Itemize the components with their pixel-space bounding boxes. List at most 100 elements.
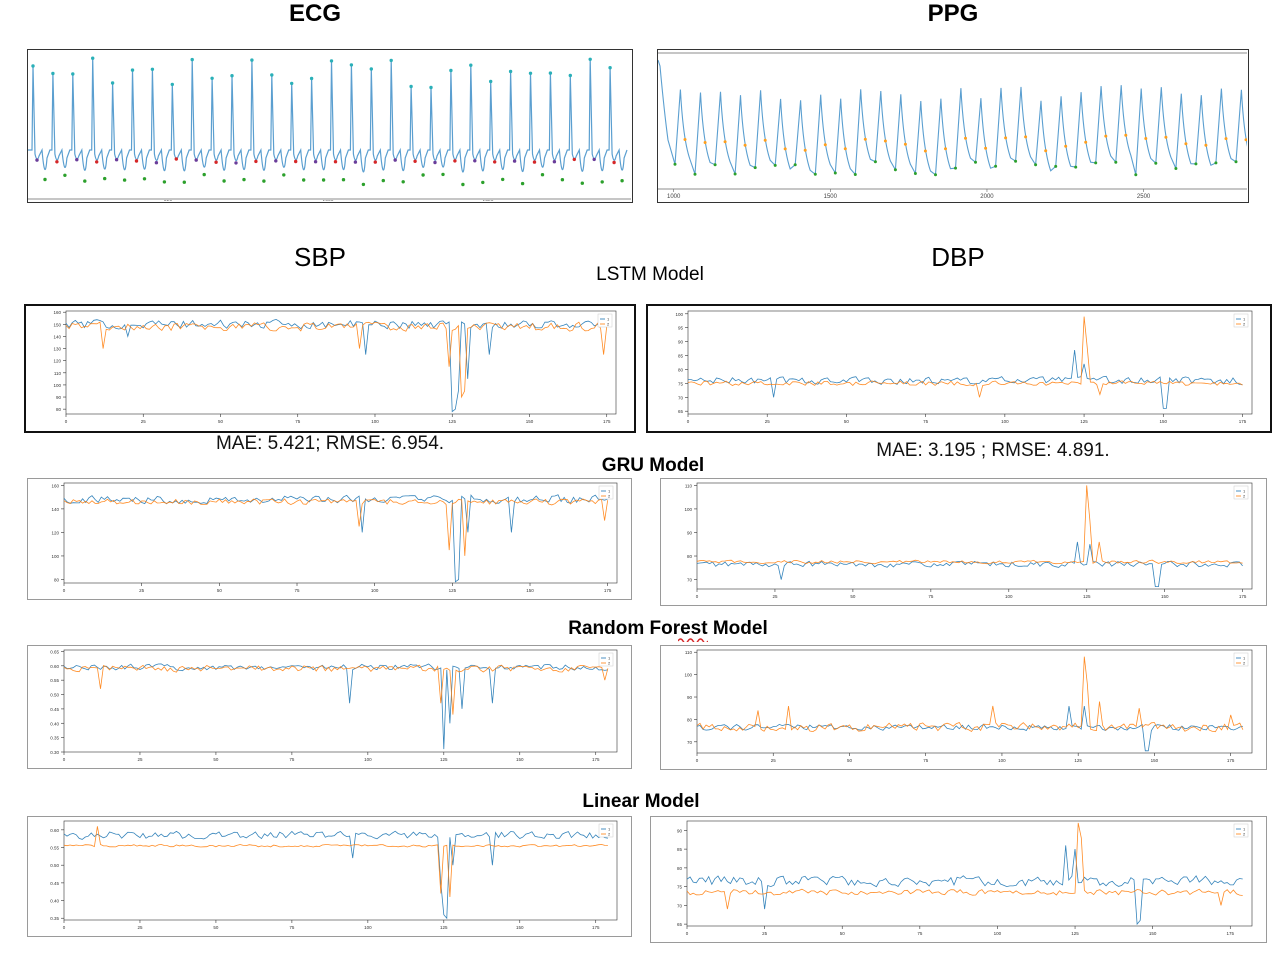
y-tick-label: 80 [687, 717, 693, 722]
y-tick-label: 65 [678, 409, 684, 414]
x-tick-label: 75 [923, 419, 929, 424]
ecg-marker [63, 173, 67, 177]
linear-sbp-chart: 0.35 0.40 0.45 0.50 0.55 0.60 0 25 50 75 100 125 150… [50, 820, 618, 930]
plot-frame [65, 310, 617, 415]
plot-frame [63, 649, 618, 753]
legend-box [598, 652, 614, 667]
ecg-marker [381, 178, 385, 183]
ecg-marker [393, 158, 397, 162]
ecg-marker [210, 76, 214, 80]
y-tick-label: 90 [687, 530, 693, 535]
legend-label: 2 [1243, 494, 1246, 499]
ppg-marker [1204, 143, 1208, 147]
ppg-marker [944, 147, 947, 151]
ppg-marker [833, 171, 837, 175]
x-tick-label: 0 [63, 925, 66, 930]
ppg-marker [1014, 159, 1018, 163]
ppg-marker [1214, 161, 1218, 165]
y-tick-label: 0.35 [50, 736, 59, 741]
plot-frame [687, 310, 1253, 415]
series-2-line [63, 664, 609, 715]
x-tick-label: 50 [847, 758, 853, 763]
ecg-marker [130, 68, 135, 72]
ecg-marker [389, 58, 393, 63]
series-1-line [688, 349, 1243, 409]
legend-box [597, 313, 613, 328]
ecg-marker [142, 177, 147, 181]
series-1-line [686, 845, 1243, 926]
ecg-marker [493, 160, 497, 164]
ecg-signal-line [28, 58, 628, 173]
gru-dbp-panel: 70 80 90 100 110 0 25 50 75 100 125 150 175 1 2 [660, 478, 1267, 606]
sbp-title: SBP [293, 242, 347, 272]
ppg-marker [934, 173, 937, 177]
gru-sbp-chart: 80 100 120 140 160 0 25 50 75 100 125 150 175 12 [51, 482, 618, 593]
ecg-marker [580, 181, 584, 185]
ppg-marker [873, 160, 877, 164]
y-tick-label: 120 [51, 530, 59, 535]
gru-sbp-panel: 80 100 120 140 160 0 25 50 75 100 125 150 175 1 2 [27, 478, 632, 600]
lstm-model-title: LSTM Model [596, 264, 704, 285]
legend-box [598, 823, 614, 838]
plot-frame [63, 820, 618, 921]
ppg-marker [923, 149, 927, 153]
ecg-marker [234, 161, 238, 165]
ecg-marker [608, 66, 612, 70]
ecg-marker [413, 159, 417, 163]
ecg-marker [489, 79, 493, 84]
ecg-marker [55, 160, 59, 164]
x-tick-label: 50 [840, 931, 846, 936]
x-tick-label: 0 [686, 931, 689, 936]
ecg-x-tick-label: 1000 [322, 200, 333, 201]
ppg-marker [903, 142, 907, 146]
x-tick-label: 100 [994, 931, 1002, 936]
y-tick-label: 100 [684, 673, 692, 678]
ecg-marker [449, 68, 453, 73]
x-tick-label: 150 [526, 588, 534, 593]
x-tick-label: 125 [1071, 931, 1079, 936]
x-tick-label: 50 [218, 419, 224, 424]
legend-box [1233, 823, 1249, 838]
ecg-marker [548, 71, 553, 75]
plot-frame [696, 649, 1253, 754]
ecg-marker [254, 159, 258, 164]
y-tick-label: 80 [54, 577, 60, 582]
rf-dbp-chart: 70 80 90 100 110 0 25 50 75 100 125 150 175 12 [684, 649, 1253, 763]
x-tick-label: 25 [762, 931, 768, 936]
ecg-marker [214, 160, 218, 164]
ecg-marker [528, 71, 533, 75]
x-tick-label: 25 [141, 419, 147, 424]
x-tick-label: 150 [1151, 758, 1159, 763]
series-1-line [65, 318, 607, 413]
x-tick-label: 0 [65, 419, 68, 424]
y-tick-label: 0.45 [50, 881, 59, 886]
ppg-marker [1024, 135, 1028, 139]
ecg-marker [540, 173, 545, 177]
x-tick-label: 125 [448, 419, 456, 424]
ecg-marker [95, 160, 99, 164]
ecg-x-tick-label: 1250 [482, 200, 493, 201]
ecg-marker [501, 177, 505, 182]
ecg-marker [270, 73, 274, 77]
y-tick-label: 160 [53, 310, 61, 315]
series-1-line [696, 705, 1243, 752]
x-tick-label: 125 [440, 925, 448, 930]
ecg-marker [433, 160, 437, 165]
ppg-marker [1114, 160, 1118, 164]
ecg-marker [441, 172, 445, 177]
x-tick-label: 175 [604, 588, 612, 593]
y-tick-label: 120 [53, 359, 61, 364]
series-2-line [65, 321, 608, 399]
y-tick-label: 90 [678, 340, 684, 345]
x-tick-label: 25 [137, 925, 143, 930]
ecg-marker [134, 159, 139, 163]
ecg-panel: 250 1000 1250 [27, 49, 633, 203]
x-tick-label: 0 [63, 757, 66, 762]
ppg-marker [1244, 138, 1247, 142]
ppg-marker [713, 163, 717, 167]
ppg-marker [1144, 137, 1148, 140]
ppg-panel: 1000 1500 2000 2500 [657, 49, 1249, 203]
legend: 12 [597, 313, 613, 328]
ecg-marker [190, 57, 194, 62]
ecg-marker [473, 159, 477, 163]
